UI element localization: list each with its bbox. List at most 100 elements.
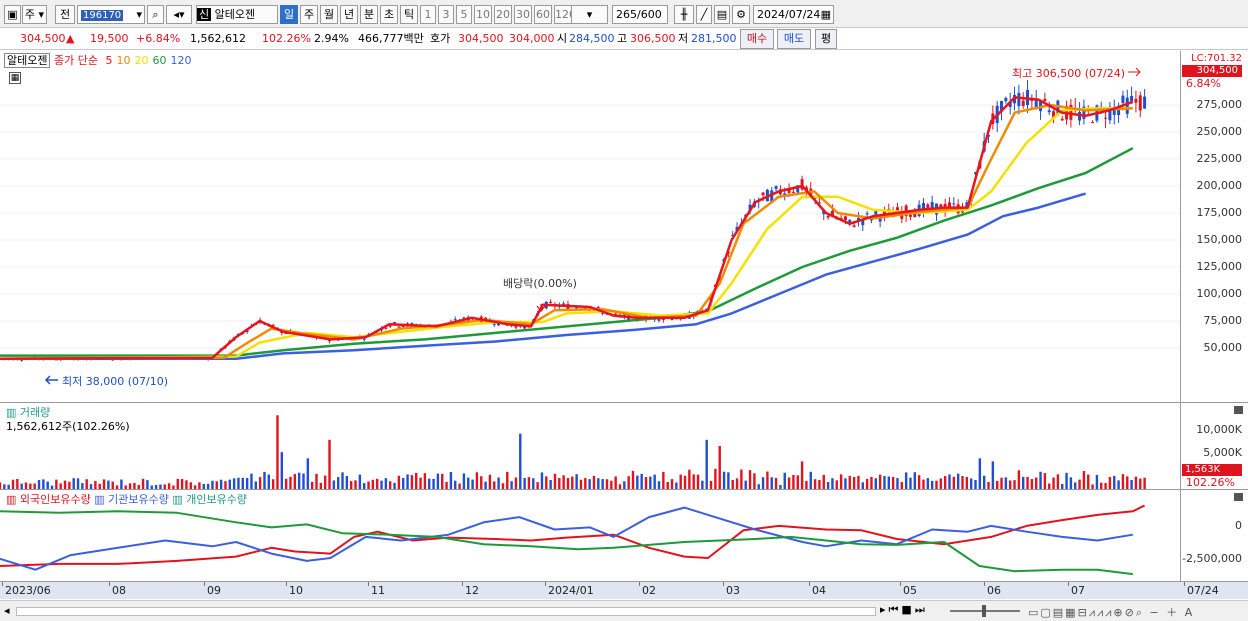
price-ytick-7: 225,000 <box>1196 152 1243 165</box>
market-select[interactable]: 주 ▾ <box>22 5 47 24</box>
volume-bar <box>735 478 739 489</box>
volume-bar <box>813 479 817 489</box>
draw-icon[interactable]: ╱ <box>696 5 712 24</box>
search-icon[interactable]: ⌕ <box>147 5 164 24</box>
volume-bar <box>562 475 565 489</box>
interval-button-3[interactable]: 10 <box>474 5 492 24</box>
scrollbar[interactable] <box>16 607 876 616</box>
sell-button[interactable]: 매도 <box>777 29 811 49</box>
volume-bar <box>653 474 656 489</box>
candle-body <box>614 313 618 315</box>
holding-ytick-0: 0 <box>1235 519 1242 532</box>
interval-button-4[interactable]: 20 <box>494 5 512 24</box>
candle-body <box>492 323 496 325</box>
volume-bar <box>1052 477 1055 489</box>
date-field[interactable]: 2024/07/24 ▦ <box>753 5 834 24</box>
x-label-3: 10 <box>289 584 303 597</box>
candle-icon[interactable]: ╫ <box>674 5 694 24</box>
volume-bar <box>753 473 756 489</box>
volume-bar <box>94 480 97 489</box>
candle-body <box>1043 98 1047 102</box>
interval-button-1[interactable]: 3 <box>438 5 454 24</box>
candle-body <box>1056 100 1060 115</box>
volume-bar <box>111 481 114 489</box>
candle-body <box>1108 106 1112 121</box>
candle-body <box>1138 95 1142 111</box>
count-total: /600 <box>637 8 662 21</box>
volume-bar <box>167 483 171 489</box>
trade-amount: 466,777백만 <box>358 32 424 45</box>
tool-icons[interactable]: ▭▢▤▦⊟⩘⩘⩘⊕⊘⌕ − ＋ A <box>1028 606 1195 619</box>
high-price: 306,500 <box>630 32 676 45</box>
period-tab-0[interactable]: 일 <box>280 5 298 24</box>
gear-icon[interactable]: ⚙ <box>732 5 750 24</box>
interval-button-6[interactable]: 60 <box>534 5 552 24</box>
holding-close-icon[interactable] <box>1234 493 1243 501</box>
volume-bar <box>137 485 140 489</box>
volume-bar <box>748 470 752 489</box>
volume-bar <box>636 475 639 489</box>
volume-title-text: 거래량 <box>19 406 51 419</box>
period-tab-1[interactable]: 주 <box>300 5 318 24</box>
speaker-icon[interactable]: ◂▾ <box>166 5 192 24</box>
volume-bar <box>7 484 10 489</box>
save-icon[interactable]: ▤ <box>714 5 730 24</box>
volume-bar <box>211 480 214 489</box>
volume-bar <box>844 478 847 489</box>
unit-select[interactable]: ▾ <box>571 5 608 24</box>
period-tab-3[interactable]: 년 <box>340 5 358 24</box>
volume-bar <box>887 476 890 489</box>
code-input[interactable]: 196170 ▾ <box>77 5 145 24</box>
volume-bar <box>571 476 574 489</box>
count-field[interactable]: 265/600 <box>612 5 668 24</box>
volume-bar <box>237 477 240 489</box>
separator-1 <box>0 402 1248 403</box>
zoom-handle[interactable] <box>982 605 986 617</box>
x-label-10: 05 <box>903 584 917 597</box>
volume-bar <box>42 479 45 489</box>
x-label-4: 11 <box>371 584 385 597</box>
volume-bar <box>597 478 600 489</box>
prev-button[interactable]: 전 <box>55 5 75 24</box>
candle-body <box>1052 111 1056 118</box>
volume-close-icon[interactable] <box>1234 406 1243 414</box>
x-tick <box>809 582 810 586</box>
stock-name-field[interactable]: 신 알테오젠 <box>196 5 278 24</box>
period-tab-6[interactable]: 틱 <box>400 5 418 24</box>
interval-button-5[interactable]: 30 <box>514 5 532 24</box>
buy-button[interactable]: 매수 <box>740 29 774 49</box>
table-icon[interactable]: ▦ <box>9 72 21 84</box>
eval-button[interactable]: 평 <box>815 29 837 49</box>
volume-last-tag: 1,563K <box>1182 464 1242 476</box>
interval-button-2[interactable]: 5 <box>456 5 472 24</box>
open-label: 시 <box>557 32 568 45</box>
volume-bar <box>332 480 336 489</box>
volume-bar <box>757 484 760 489</box>
volume-bar <box>527 477 531 489</box>
candle-body <box>245 330 249 332</box>
interval-button-0[interactable]: 1 <box>420 5 436 24</box>
volume-bar <box>657 481 661 489</box>
volume-bar <box>1087 474 1090 489</box>
volume-bar <box>128 483 132 489</box>
volume-bar <box>1121 474 1125 489</box>
code-dropdown-icon[interactable]: ▾ <box>136 8 142 21</box>
playback-controls[interactable]: ▸⏮■⏭ <box>880 603 928 616</box>
period-tab-5[interactable]: 초 <box>380 5 398 24</box>
x-tick <box>984 582 985 586</box>
window-icon[interactable]: ▣ <box>4 5 21 24</box>
volume-bar <box>969 478 973 489</box>
volume-bar <box>267 474 271 489</box>
candle-body <box>731 235 735 237</box>
volume-bar <box>943 476 947 489</box>
x-tick <box>1184 582 1185 586</box>
volume-bar <box>566 478 570 489</box>
volume-bar <box>549 480 552 489</box>
calendar-icon[interactable]: ▦ <box>820 8 831 21</box>
legend-ma-10: 10 <box>116 54 131 67</box>
ma-line-60 <box>0 147 1134 357</box>
volume-bar <box>588 479 591 489</box>
period-tab-4[interactable]: 분 <box>360 5 378 24</box>
period-tab-2[interactable]: 월 <box>320 5 338 24</box>
scroll-left-icon[interactable]: ◂ <box>4 604 10 617</box>
